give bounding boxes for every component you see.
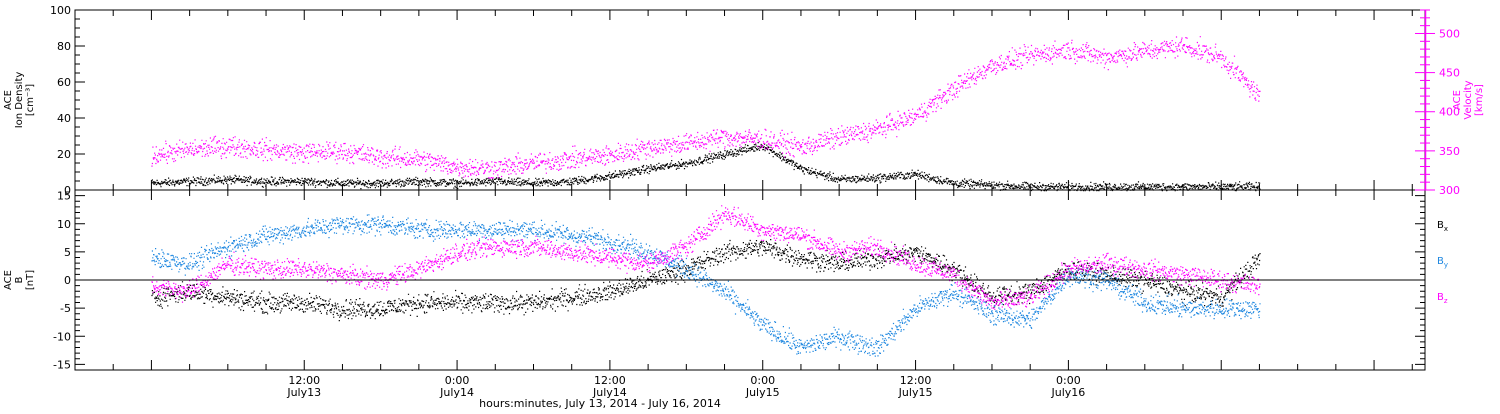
legend-base: B <box>1437 292 1444 303</box>
legend-sub: z <box>1444 297 1448 305</box>
b-tick-label: 15 <box>57 190 71 203</box>
b-tick-label: -10 <box>53 330 71 343</box>
b-series-bx <box>151 239 1261 322</box>
density-axis-title: Ion Density <box>14 72 25 129</box>
density-axis-title: ACE <box>3 90 14 110</box>
legend-entry-x: Bx <box>1437 220 1448 233</box>
density-series <box>151 142 1261 192</box>
b-tick-label: -15 <box>53 358 71 371</box>
velocity-tick-label: 400 <box>1439 106 1460 119</box>
b-axis-title: B <box>14 276 25 283</box>
b-tick-label: -5 <box>60 302 71 315</box>
date-tick-label: July14 <box>592 386 627 399</box>
time-tick-label: 0:00 <box>1056 374 1081 387</box>
x-axis-label: hours:minutes, July 13, 2014 - July 16, … <box>479 397 721 410</box>
density-tick-label: 80 <box>57 40 71 53</box>
time-tick-label: 12:00 <box>900 374 932 387</box>
velocity-axis-title: [km/s] <box>1474 84 1485 116</box>
legend-entry-z: Bz <box>1437 292 1448 305</box>
legend-base: B <box>1437 220 1444 231</box>
legend-sub: y <box>1444 261 1448 269</box>
text-layer: 0 20 40 60 80 100 300 350 400 450 500 -15 -10 -5 0 5 10 1… <box>3 4 1485 410</box>
axes-layer <box>74 9 1435 371</box>
density-tick-label: 100 <box>50 4 71 17</box>
date-tick-label: July15 <box>745 386 780 399</box>
b-tick-label: 5 <box>64 246 71 259</box>
b-axis-title: ACE <box>3 270 14 290</box>
velocity-tick-label: 300 <box>1439 184 1460 197</box>
density-tick-label: 40 <box>57 112 71 125</box>
velocity-tick-label: 450 <box>1439 67 1460 80</box>
density-tick-label: 20 <box>57 148 71 161</box>
velocity-axis-title: Velocity <box>1463 80 1474 119</box>
density-tick-label: 0 <box>64 184 71 197</box>
top-panel-frame <box>74 9 1426 191</box>
density-axis-title: [cm⁻³] <box>25 84 36 116</box>
density-tick-label: 60 <box>57 76 71 89</box>
b-tick-label: 0 <box>64 274 71 287</box>
velocity-tick-label: 350 <box>1439 145 1460 158</box>
date-tick-label: July13 <box>286 386 321 399</box>
b-axis-title: [nT] <box>25 270 36 290</box>
legend-base: B <box>1437 256 1444 267</box>
time-tick-label: 12:00 <box>594 374 626 387</box>
legend-entry-y: By <box>1437 256 1448 269</box>
b-tick-label: 10 <box>57 218 71 231</box>
time-tick-label: 0:00 <box>750 374 775 387</box>
date-tick-label: July15 <box>898 386 933 399</box>
date-tick-label: July16 <box>1051 386 1086 399</box>
data-layer <box>151 36 1261 357</box>
velocity-tick-label: 500 <box>1439 27 1460 40</box>
date-tick-label: July14 <box>439 386 474 399</box>
legend-sub: x <box>1444 225 1448 233</box>
time-tick-label: 12:00 <box>288 374 320 387</box>
velocity-axis-title: ACE <box>1452 90 1463 110</box>
time-tick-label: 0:00 <box>445 374 470 387</box>
